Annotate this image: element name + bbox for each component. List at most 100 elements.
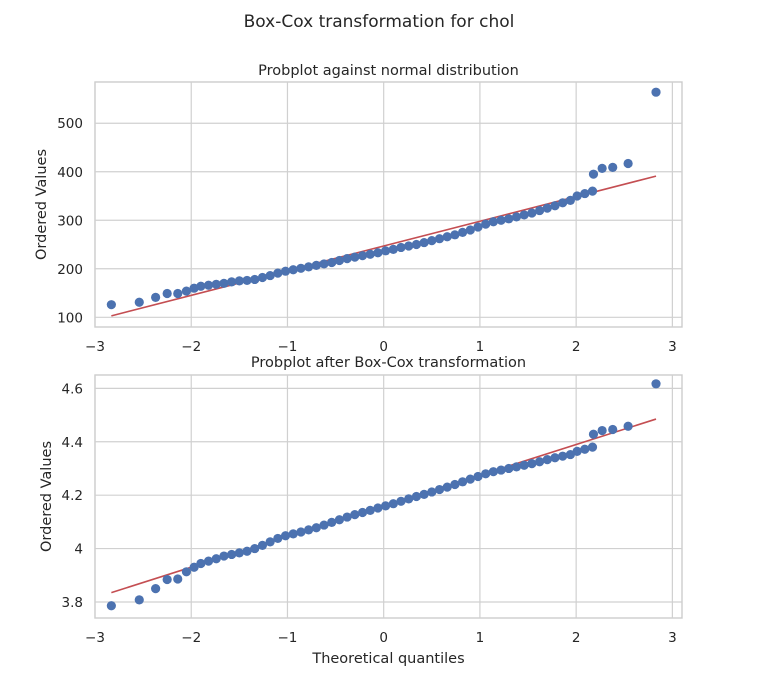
data-point [181,286,192,296]
data-point [288,265,298,275]
x-tick-label: 2 [572,339,581,355]
data-point [265,270,275,281]
data-point [465,474,475,484]
data-point [427,236,437,246]
figure-suptitle: Box-Cox transformation for chol [244,12,515,32]
data-point [203,280,214,290]
data-point [527,208,537,218]
y-axis-label: Ordered Values [34,149,50,260]
plot-title: Probplot against normal distribution [258,63,519,79]
x-tick-label: 1 [476,339,485,355]
x-tick-label: 3 [668,339,677,355]
data-point [311,260,321,270]
data-point [365,505,375,515]
data-point [334,255,345,266]
data-point [404,241,414,251]
data-point [427,487,437,497]
x-tick-label: 0 [379,630,388,646]
data-point [311,523,321,533]
data-point [558,451,568,461]
data-point [519,460,529,470]
data-point [106,300,116,310]
data-point [211,554,221,564]
data-point [219,278,229,288]
data-point [504,463,514,474]
data-point [434,484,445,495]
y-tick-label: 400 [57,165,83,181]
data-point [473,471,483,482]
data-point [357,507,368,518]
data-point [511,462,522,472]
data-point [250,543,260,554]
data-point [357,251,368,261]
x-tick-label: −2 [181,339,201,355]
y-tick-labels: 100 200 300 400 500 [57,116,83,326]
data-point [273,533,283,544]
data-point [488,217,498,227]
data-point [373,248,383,258]
data-point [342,253,352,264]
x-tick-label: −3 [85,630,105,646]
data-point [565,195,575,205]
data-point [280,531,291,541]
data-point [319,259,329,269]
data-point [280,266,291,276]
data-point [572,446,582,456]
data-point [381,246,391,256]
data-point [242,546,252,556]
data-point [350,510,360,520]
x-tick-label: 0 [379,339,388,355]
data-point [442,482,452,492]
data-point [134,595,144,605]
data-point [365,249,375,259]
data-point [327,257,337,268]
data-points [106,379,661,611]
data-point [550,453,560,463]
data-point [572,191,582,201]
plot-title: Probplot after Box-Cox transformation [251,355,526,371]
x-tick-label: −1 [278,339,298,355]
data-point [327,517,337,528]
data-point [173,574,183,584]
data-point [388,499,398,509]
data-point [651,87,661,97]
data-point [411,491,422,502]
data-point [587,442,598,452]
x-tick-label: 2 [572,630,581,646]
data-point [519,210,529,220]
data-point [373,503,383,513]
y-tick-label: 4.6 [62,381,83,397]
data-point [527,459,537,469]
data-point [504,214,514,224]
x-tick-labels: −3 −2 −1 0 1 2 3 [85,630,677,646]
data-point [134,297,144,307]
data-point [651,379,661,389]
data-point [162,574,172,585]
data-point [162,288,172,299]
data-point [442,232,452,242]
y-tick-label: 4 [74,542,83,558]
data-point [173,288,183,299]
data-point [257,272,268,283]
data-point [623,158,633,169]
data-point [457,477,468,487]
data-point [450,479,460,490]
probplot-raw-panel: −3 −2 −1 0 1 2 3 100 200 300 400 500 Probplot agai… [34,63,683,355]
data-point [434,234,445,244]
data-point [196,281,206,291]
data-point [396,496,406,506]
x-tick-label: 3 [668,630,677,646]
data-point [304,525,314,535]
data-point [404,494,414,504]
data-point [388,244,398,254]
data-point [542,203,552,213]
data-point [234,276,244,286]
data-point [534,457,545,467]
data-point [496,215,506,225]
data-point [151,584,161,594]
data-point [419,489,429,499]
data-point [342,512,352,522]
data-point [288,529,298,539]
data-point [496,465,506,475]
